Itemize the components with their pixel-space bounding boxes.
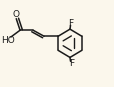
Text: F: F bbox=[68, 19, 73, 28]
Text: HO: HO bbox=[1, 36, 15, 45]
Text: F: F bbox=[68, 58, 74, 68]
Text: O: O bbox=[12, 10, 19, 19]
